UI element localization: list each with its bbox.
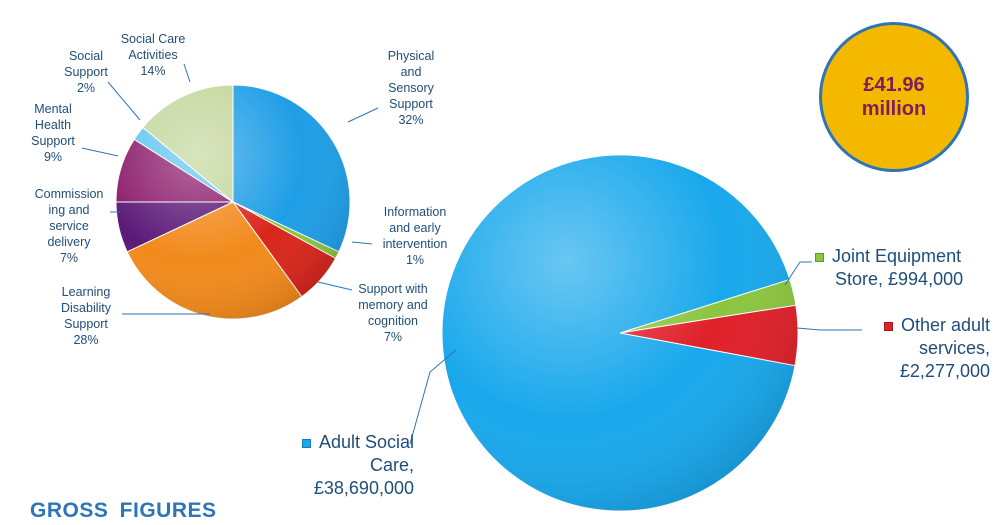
slice-label-social-care-activities: Social Care Activities 14% xyxy=(120,32,186,78)
leader-mental-health xyxy=(81,147,119,157)
leader-social-care-activities xyxy=(183,63,191,83)
service-breakdown-pie xyxy=(115,84,351,320)
slice-label-joint-equipment: Joint Equipment Store, £994,000 xyxy=(815,245,985,291)
slice-label-commissioning: Commission ing and service delivery 7% xyxy=(34,187,104,265)
legend-swatch-other-adult-services xyxy=(883,321,893,331)
leader-adult-social-care xyxy=(409,349,457,445)
leader-information xyxy=(351,241,373,245)
slice-label-social-support: Social Support 2% xyxy=(64,49,108,95)
page-footer-title: GROSS FIGURES xyxy=(30,499,217,522)
leader-other-adult-services xyxy=(796,327,862,331)
slice-label-adult-social-care: Adult Social Care, £38,690,000 xyxy=(282,431,414,500)
slice-label-learning-disability: Learning Disability Support 28% xyxy=(60,285,111,347)
slice-label-memory: Support with memory and cognition 7% xyxy=(358,282,428,344)
slice-label-mental-health: Mental Health Support 9% xyxy=(31,102,75,164)
leader-memory xyxy=(317,281,353,291)
legend-swatch-adult-social-care xyxy=(301,438,311,448)
leader-social-support xyxy=(107,81,141,121)
total-budget-badge: £41.96 million xyxy=(819,22,969,172)
gross-spend-pie xyxy=(441,154,799,512)
slice-label-physical-sensory: Physical and Sensory Support 32% xyxy=(387,49,435,127)
slice-label-information: Information and early intervention 1% xyxy=(382,205,448,267)
total-unit: million xyxy=(861,98,927,120)
slice-label-other-adult-services: Other adult services, £2,277,000 xyxy=(862,314,990,383)
legend-swatch-joint-equipment xyxy=(815,252,824,262)
leader-lines xyxy=(81,63,862,445)
leader-joint-equipment xyxy=(784,261,812,286)
total-amount: £41.96 xyxy=(863,74,925,96)
leader-physical-sensory xyxy=(347,107,379,123)
